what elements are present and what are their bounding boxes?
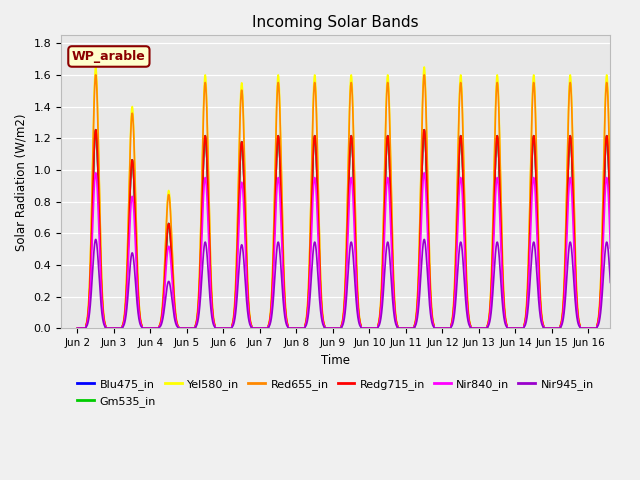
Gm535_in	[185, 325, 193, 331]
Redg715_in	[505, 325, 513, 331]
Nir945_in	[505, 325, 513, 331]
Nir945_in	[621, 325, 628, 331]
Yel580_in	[278, 217, 286, 223]
Line: Nir945_in: Nir945_in	[77, 240, 625, 328]
Nir840_in	[191, 325, 198, 331]
Nir840_in	[427, 304, 435, 310]
Legend: Blu475_in, Gm535_in, Yel580_in, Red655_in, Redg715_in, Nir840_in, Nir945_in: Blu475_in, Gm535_in, Yel580_in, Red655_i…	[73, 375, 598, 411]
Nir945_in	[92, 237, 99, 242]
Line: Redg715_in: Redg715_in	[77, 130, 625, 328]
Nir840_in	[185, 325, 193, 331]
Red655_in	[191, 325, 198, 331]
Blu475_in	[278, 243, 286, 249]
Blu475_in	[191, 325, 198, 331]
Line: Gm535_in: Gm535_in	[77, 130, 625, 328]
Title: Incoming Solar Bands: Incoming Solar Bands	[252, 15, 419, 30]
Yel580_in	[92, 64, 99, 70]
Line: Blu475_in: Blu475_in	[77, 130, 625, 328]
Nir945_in	[185, 325, 193, 331]
Nir840_in	[620, 325, 627, 331]
Blu475_in	[505, 325, 513, 331]
Nir945_in	[278, 288, 286, 294]
Red655_in	[427, 290, 435, 296]
Gm535_in	[74, 325, 81, 331]
Gm535_in	[621, 325, 628, 331]
Red655_in	[278, 220, 286, 226]
Redg715_in	[92, 127, 99, 132]
Yel580_in	[74, 325, 81, 331]
Redg715_in	[191, 325, 198, 331]
Gm535_in	[278, 243, 286, 249]
Nir945_in	[427, 313, 435, 319]
Blu475_in	[620, 325, 627, 331]
Red655_in	[185, 325, 193, 331]
Yel580_in	[621, 325, 628, 331]
Gm535_in	[92, 127, 99, 132]
Yel580_in	[620, 325, 627, 331]
Text: WP_arable: WP_arable	[72, 50, 146, 63]
Gm535_in	[505, 325, 513, 331]
Nir840_in	[505, 325, 513, 331]
Line: Yel580_in: Yel580_in	[77, 67, 625, 328]
Blu475_in	[92, 127, 99, 132]
Red655_in	[505, 325, 513, 331]
Y-axis label: Solar Radiation (W/m2): Solar Radiation (W/m2)	[15, 113, 28, 251]
Red655_in	[621, 325, 628, 331]
Yel580_in	[427, 289, 435, 295]
Redg715_in	[74, 325, 81, 331]
Redg715_in	[621, 325, 628, 331]
Nir945_in	[191, 325, 198, 331]
Redg715_in	[278, 243, 286, 249]
Blu475_in	[621, 325, 628, 331]
Gm535_in	[620, 325, 627, 331]
Line: Red655_in: Red655_in	[77, 75, 625, 328]
Gm535_in	[191, 325, 198, 331]
Red655_in	[74, 325, 81, 331]
Red655_in	[92, 72, 99, 78]
Nir840_in	[621, 325, 628, 331]
Redg715_in	[427, 298, 435, 304]
Nir945_in	[620, 325, 627, 331]
Redg715_in	[185, 325, 193, 331]
Blu475_in	[427, 298, 435, 304]
X-axis label: Time: Time	[321, 354, 350, 367]
Nir840_in	[74, 325, 81, 331]
Gm535_in	[427, 298, 435, 304]
Yel580_in	[185, 325, 193, 331]
Nir840_in	[92, 170, 99, 176]
Blu475_in	[74, 325, 81, 331]
Line: Nir840_in: Nir840_in	[77, 173, 625, 328]
Redg715_in	[620, 325, 627, 331]
Blu475_in	[185, 325, 193, 331]
Nir840_in	[278, 261, 286, 266]
Yel580_in	[191, 325, 198, 331]
Red655_in	[620, 325, 627, 331]
Nir945_in	[74, 325, 81, 331]
Yel580_in	[505, 325, 513, 331]
